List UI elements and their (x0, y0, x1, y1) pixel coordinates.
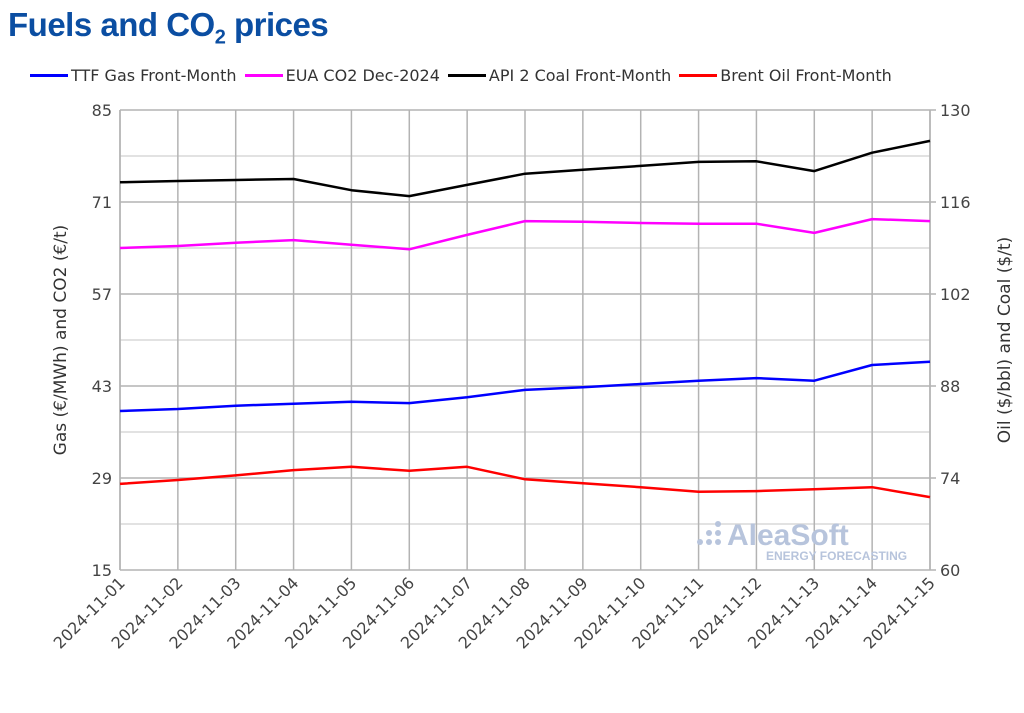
y-tick-left: 85 (92, 101, 112, 120)
y-tick-right: 60 (940, 561, 960, 580)
y-tick-left: 57 (92, 285, 112, 304)
watermark-logo: AleaSoft ENERGY FORECASTING (697, 519, 907, 563)
y-axis-left-label: Gas (€/MWh) and CO2 (€/t) (51, 225, 71, 456)
legend: TTF Gas Front-Month EUA CO2 Dec-2024 API… (30, 66, 892, 85)
legend-swatch (30, 74, 68, 77)
y-tick-right: 88 (940, 377, 960, 396)
legend-item-brent: Brent Oil Front-Month (679, 66, 892, 85)
series-line-brent-oil-front-month (119, 465, 931, 499)
series-line-api-2-coal-front-month (119, 139, 931, 198)
y-tick-right: 130 (940, 101, 971, 120)
legend-swatch (447, 74, 486, 77)
y-tick-right: 102 (940, 285, 971, 304)
watermark-brand: AleaSoft (727, 519, 849, 552)
y-tick-left: 15 (92, 561, 112, 580)
legend-label: Brent Oil Front-Month (720, 66, 892, 85)
legend-item-ttf: TTF Gas Front-Month (30, 66, 237, 85)
series-line-ttf-gas-front-month (119, 360, 931, 413)
chart-title: Fuels and CO2 prices (8, 6, 329, 49)
y-tick-right: 74 (940, 469, 960, 488)
legend-swatch (244, 74, 283, 77)
y-axis-right-label: Oil ($/bbl) and Coal ($/t) (995, 237, 1015, 443)
watermark-tagline: ENERGY FORECASTING (766, 549, 907, 563)
y-tick-left: 71 (92, 193, 112, 212)
legend-item-eua: EUA CO2 Dec-2024 (244, 66, 440, 85)
legend-swatch (679, 74, 718, 77)
legend-label: API 2 Coal Front-Month (488, 66, 672, 85)
y-tick-left: 43 (92, 377, 112, 396)
y-tick-right: 116 (940, 193, 971, 212)
legend-item-coal: API 2 Coal Front-Month (447, 66, 672, 85)
legend-label: TTF Gas Front-Month (71, 66, 237, 85)
series-line-eua-co2-dec-2024 (119, 217, 931, 251)
legend-label: EUA CO2 Dec-2024 (285, 66, 440, 85)
y-tick-left: 29 (92, 469, 112, 488)
